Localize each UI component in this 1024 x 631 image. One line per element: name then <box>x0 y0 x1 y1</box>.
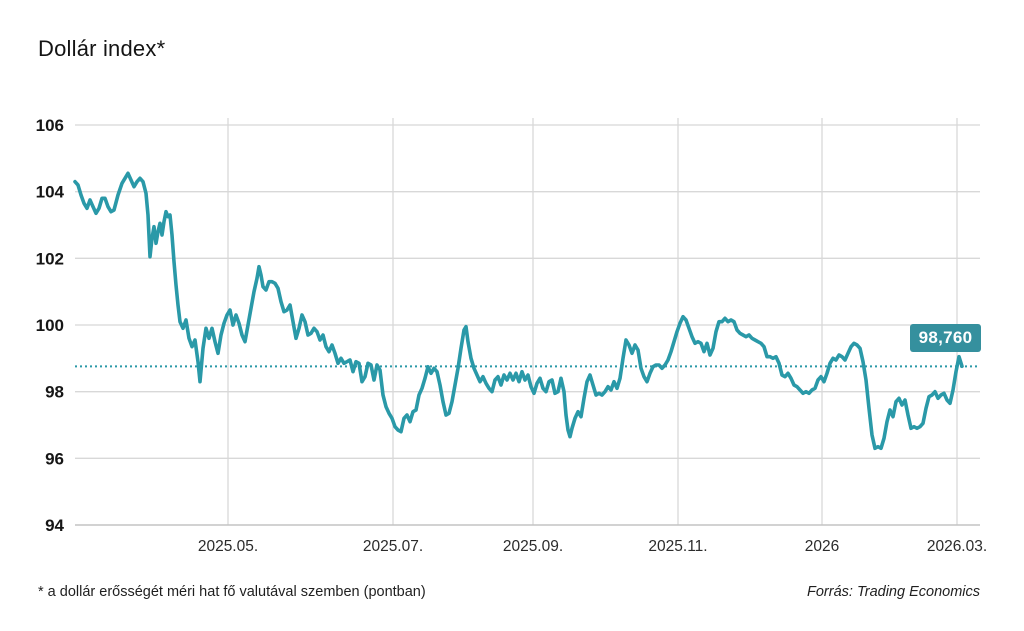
y-axis-label: 102 <box>36 249 64 268</box>
x-axis-label: 2026.03. <box>927 538 987 555</box>
x-axis-label: 2025.11. <box>648 538 707 555</box>
y-axis-label: 100 <box>36 316 64 335</box>
source-credit: Forrás: Trading Economics <box>807 584 980 600</box>
x-axis-label: 2025.05. <box>198 538 258 555</box>
last-value-badge: 98,760 <box>910 324 981 352</box>
y-axis-label: 106 <box>36 116 64 135</box>
x-axis-label: 2025.07. <box>363 538 423 555</box>
y-axis-label: 96 <box>45 449 64 468</box>
chart-footer: * a dollár erősségét méri hat fő valutáv… <box>0 584 1024 600</box>
x-axis-label: 2026 <box>805 538 839 555</box>
footnote: * a dollár erősségét méri hat fő valutáv… <box>38 584 426 600</box>
chart-title: Dollár index* <box>38 36 166 61</box>
x-axis-label: 2025.09. <box>503 538 563 555</box>
y-axis-label: 94 <box>45 516 64 535</box>
y-axis-label: 98 <box>45 383 64 402</box>
price-line <box>73 171 964 451</box>
y-axis-label: 104 <box>36 183 65 202</box>
